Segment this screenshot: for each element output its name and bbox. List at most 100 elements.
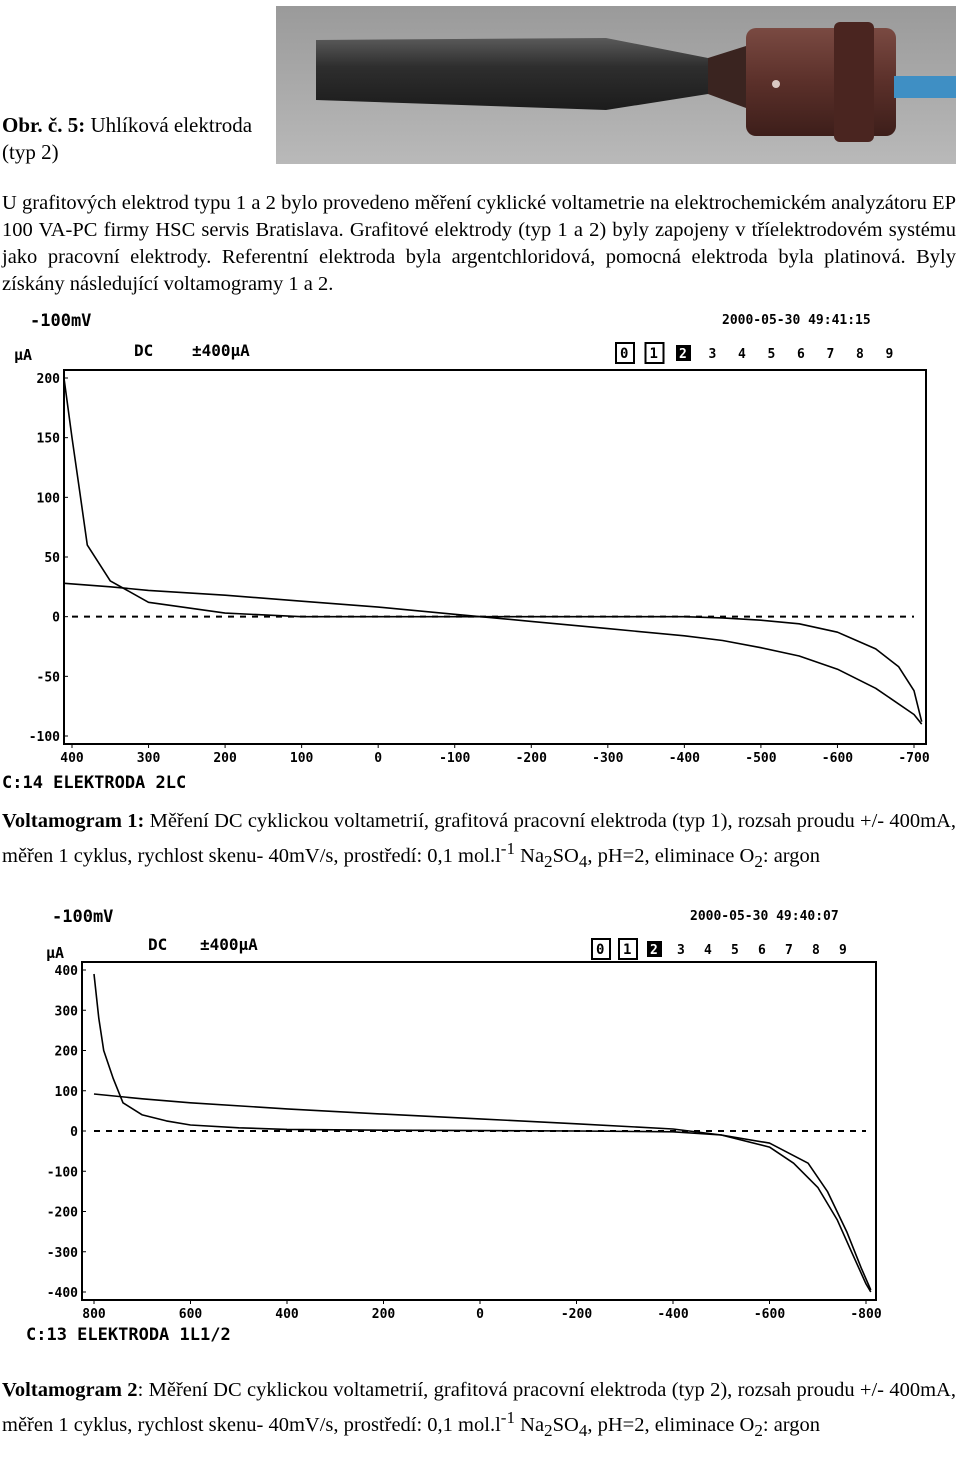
x-tick-label: -100 — [439, 751, 470, 766]
channel-label: 9 — [839, 943, 847, 958]
voltamogram-2-text: : Měření DC cyklickou voltametrií, grafi… — [2, 1379, 956, 1436]
y-tick-label: -100 — [47, 1165, 78, 1180]
chart-footer: C:13 ELEKTRODA 1L1/2 — [26, 1325, 231, 1345]
channel-label: 0 — [596, 942, 604, 958]
timestamp: 2000-05-30 49:40:07 — [690, 909, 839, 924]
caption-text: SO — [552, 844, 579, 867]
voltamogram-2-caption: Voltamogram 2: Měření DC cyklickou volta… — [2, 1377, 956, 1444]
y-tick-label: -100 — [29, 730, 60, 745]
caption-text: SO — [552, 1413, 579, 1436]
superscript: -1 — [500, 1408, 516, 1427]
mode-label: DC — [148, 935, 167, 954]
channel-box — [591, 938, 611, 960]
channel-label: 4 — [738, 347, 746, 362]
x-tick-label: -400 — [669, 751, 700, 766]
y-tick-label: 150 — [37, 432, 61, 447]
y-tick-label: -200 — [47, 1206, 78, 1221]
y-tick-label: 100 — [55, 1085, 79, 1100]
series-line-upper — [93, 973, 872, 1291]
channel-box — [615, 342, 635, 364]
voltamogram-1-title: Voltamogram 1: — [2, 810, 145, 832]
unit-label: µA — [46, 944, 64, 962]
series-line-lower — [64, 582, 923, 725]
channel-label: 3 — [709, 347, 717, 362]
caption-text: Na — [515, 844, 545, 867]
channel-label: 7 — [785, 943, 793, 958]
range-label: ±400µA — [192, 341, 250, 360]
timestamp: 2000-05-30 49:41:15 — [722, 313, 871, 328]
voltamogram-1-chart: -100mV 2000-05-30 49:41:15 µA DC ±400µA 0 1 2 3 4… — [2, 311, 930, 793]
figure-text: Uhlíková elektroda (typ 2) — [2, 113, 253, 164]
x-tick-label: 200 — [372, 1307, 396, 1322]
caption-text: Na — [515, 1413, 545, 1436]
channel-box-active — [647, 941, 662, 957]
x-tick-label: 100 — [290, 751, 314, 766]
channel-label: 0 — [620, 346, 628, 362]
subscript: 2 — [754, 1420, 763, 1440]
x-tick-label: 200 — [213, 751, 237, 766]
channel-label: 8 — [856, 347, 864, 362]
channel-box — [618, 938, 638, 960]
series-line-lower — [93, 1093, 872, 1293]
y-tick-label: -400 — [47, 1286, 78, 1301]
potential-label: -100mV — [30, 311, 91, 331]
x-tick-label: -300 — [592, 751, 623, 766]
x-tick-label: -200 — [516, 751, 547, 766]
channel-box — [644, 342, 665, 364]
x-tick-label: -800 — [850, 1307, 881, 1322]
channel-label: 5 — [731, 943, 739, 958]
x-tick-label: 0 — [476, 1307, 484, 1322]
subscript: 4 — [578, 1420, 588, 1440]
x-tick-label: -600 — [822, 751, 853, 766]
superscript: -1 — [500, 839, 516, 858]
caption-text: , pH=2, eliminace O — [587, 1413, 755, 1436]
channel-label: 1 — [650, 346, 658, 362]
x-tick-label: -600 — [754, 1307, 785, 1322]
subscript: 2 — [754, 851, 763, 871]
x-tick-label: 300 — [137, 751, 161, 766]
channel-label: 6 — [758, 943, 766, 958]
figure-caption: Obr. č. 5: Uhlíková elektroda (typ 2) — [2, 112, 272, 166]
x-tick-label: 600 — [179, 1307, 203, 1322]
channel-label: 4 — [704, 943, 712, 958]
voltamogram-2-chart: -100mV 2000-05-30 49:40:07 µA DC ±400µA 0 1 2 3 4… — [26, 907, 882, 1345]
channel-box-active — [676, 345, 691, 361]
chart-footer: C:14 ELEKTRODA 2LC — [2, 773, 186, 793]
y-tick-label: 400 — [55, 964, 79, 979]
channel-label: 3 — [677, 943, 685, 958]
x-tick-label: -200 — [561, 1307, 592, 1322]
channel-label: 2 — [650, 943, 658, 958]
channel-label: 1 — [623, 942, 631, 958]
plot-frame — [63, 369, 927, 745]
series-line-upper — [63, 380, 923, 722]
y-tick-label: 200 — [55, 1045, 79, 1060]
voltamogram-1-caption: Voltamogram 1: Měření DC cyklickou volta… — [2, 808, 956, 875]
x-tick-label: 0 — [374, 751, 382, 766]
unit-label: µA — [14, 346, 32, 364]
subscript: 4 — [578, 851, 588, 871]
x-tick-label: 400 — [275, 1307, 299, 1322]
y-tick-label: -50 — [37, 670, 61, 685]
potential-label: -100mV — [52, 907, 113, 927]
caption-text: : argon — [762, 1413, 821, 1436]
mode-label: DC — [134, 341, 153, 360]
range-label: ±400µA — [200, 935, 258, 954]
y-tick-label: 200 — [37, 372, 61, 387]
y-tick-label: 0 — [70, 1125, 78, 1140]
x-tick-label: -700 — [898, 751, 929, 766]
channel-label: 5 — [768, 347, 776, 362]
caption-text: : argon — [762, 844, 821, 867]
channel-label: 6 — [797, 347, 805, 362]
y-tick-label: 100 — [37, 491, 61, 506]
subscript: 2 — [544, 851, 553, 871]
x-tick-label: -400 — [657, 1307, 688, 1322]
channel-label: 7 — [827, 347, 835, 362]
y-tick-label: 0 — [52, 611, 60, 626]
subscript: 2 — [544, 1420, 553, 1440]
channel-label: 9 — [886, 347, 894, 362]
y-tick-label: 50 — [44, 551, 60, 566]
x-tick-label: -500 — [745, 751, 776, 766]
y-tick-label: -300 — [47, 1246, 78, 1261]
y-tick-label: 300 — [55, 1004, 79, 1019]
voltamogram-2-title: Voltamogram 2 — [2, 1379, 138, 1401]
